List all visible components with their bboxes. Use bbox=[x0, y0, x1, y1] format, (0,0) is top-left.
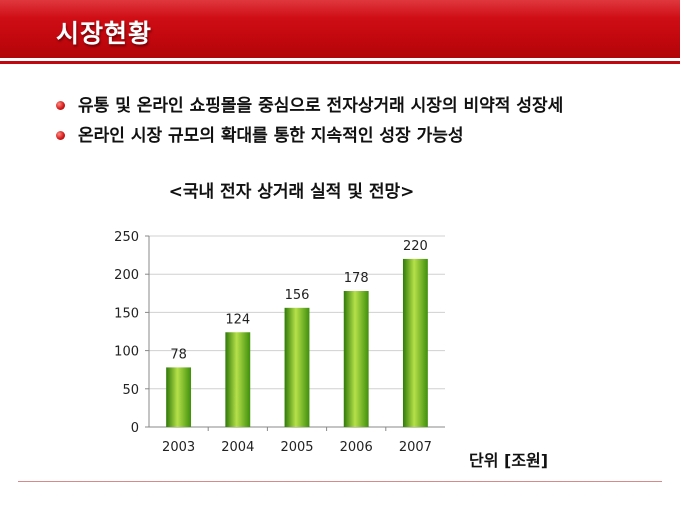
slide-title: 시장현황 bbox=[56, 19, 153, 48]
chart-title: <국내 전자 상거래 실적 및 전망> bbox=[168, 182, 415, 202]
footer-divider bbox=[18, 481, 662, 482]
x-tick-label: 2004 bbox=[221, 440, 254, 455]
x-tick-label: 2005 bbox=[280, 440, 313, 455]
data-label: 156 bbox=[285, 288, 310, 303]
data-label: 178 bbox=[344, 271, 369, 286]
y-tick-label: 0 bbox=[131, 421, 139, 436]
title-band: 시장현황 bbox=[0, 0, 680, 58]
y-tick-label: 150 bbox=[114, 306, 139, 321]
bullet-list: 유통 및 온라인 쇼핑몰을 중심으로 전자상거래 시장의 비약적 성장세 온라인… bbox=[56, 95, 563, 155]
bar bbox=[284, 307, 310, 427]
bullet-text: 온라인 시장 규모의 확대를 통한 지속적인 성장 가능성 bbox=[78, 126, 464, 146]
bar bbox=[343, 291, 369, 427]
bar bbox=[166, 367, 192, 427]
title-band-shine bbox=[0, 0, 680, 18]
y-tick-label: 100 bbox=[114, 345, 139, 360]
y-tick-label: 200 bbox=[114, 268, 139, 283]
bar bbox=[225, 332, 251, 427]
data-label: 78 bbox=[170, 347, 187, 362]
bullet-item: 유통 및 온라인 쇼핑몰을 중심으로 전자상거래 시장의 비약적 성장세 bbox=[56, 95, 563, 125]
x-tick-label: 2007 bbox=[399, 440, 432, 455]
data-label: 124 bbox=[225, 312, 250, 327]
y-tick-label: 250 bbox=[114, 230, 139, 245]
x-tick-label: 2006 bbox=[340, 440, 373, 455]
bar bbox=[402, 258, 428, 427]
bullet-dot-icon bbox=[56, 131, 65, 140]
unit-label: 단위 [조원] bbox=[469, 451, 549, 470]
bullet-item: 온라인 시장 규모의 확대를 통한 지속적인 성장 가능성 bbox=[56, 125, 563, 155]
title-divider-red bbox=[0, 61, 680, 64]
data-label: 220 bbox=[403, 239, 428, 254]
title-divider-white bbox=[0, 58, 680, 60]
bullet-text: 유통 및 온라인 쇼핑몰을 중심으로 전자상거래 시장의 비약적 성장세 bbox=[78, 96, 564, 116]
bullet-dot-icon bbox=[56, 101, 65, 110]
x-tick-label: 2003 bbox=[162, 440, 195, 455]
y-tick-label: 50 bbox=[122, 383, 139, 398]
